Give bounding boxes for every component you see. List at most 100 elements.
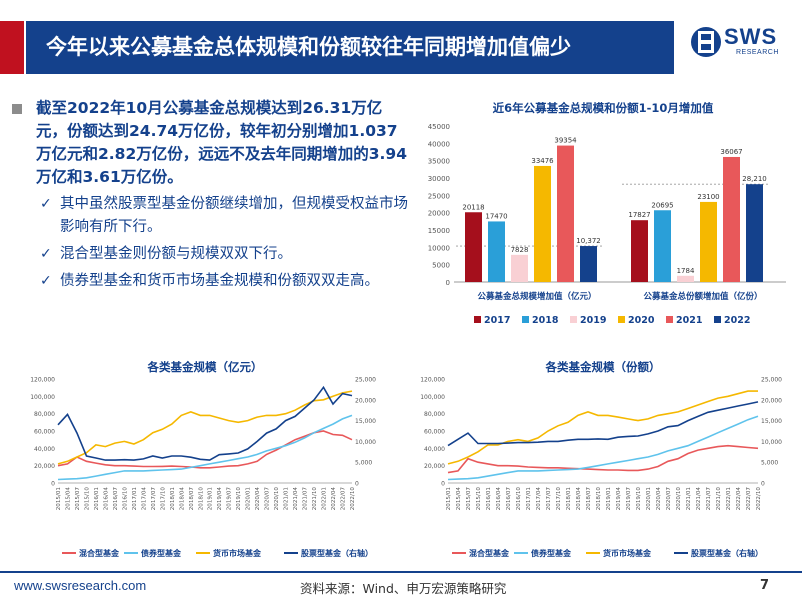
x-tick-label: 2019/07 [227,487,233,511]
legend-label: 2021 [676,315,702,326]
bar-2019 [511,254,528,282]
check-icon: ✓ [40,246,52,262]
page-title: 今年以来公募基金总体规模和份额较往年同期增加值偏少 [46,35,571,59]
bullet-main-text: 截至2022年10月公募基金总规模达到26.31万亿元，份额达到24.74万亿份… [36,99,407,186]
x-tick-label: 2022/10 [350,487,356,511]
x-tick-label: 2021/10 [716,487,722,511]
x-tick-label: 2017/07 [546,487,552,511]
sub-bullet: ✓ 混合型基金则份额与规模双双下行。 [10,243,408,266]
footer-url[interactable]: www.swsresearch.com [14,578,147,593]
x-tick-label: 2016/07 [506,487,512,511]
page-number: 7 [760,578,770,593]
x-tick-label: 2020/04 [255,487,261,511]
sub-bullet: ✓ 其中虽然股票型基金份额继续增加，但规模受权益市场影响有所下行。 [10,193,408,239]
series-line-2 [447,390,758,465]
x-tick-label: 2021/04 [293,487,299,511]
x-tick-label: 2016/10 [516,487,522,511]
bar-2017 [465,212,482,282]
sub-bullet-text: 债券型基金和货币市场基金规模和份额双双走高。 [60,273,379,289]
legend-label: 2019 [580,315,606,326]
x-tick-label: 2015/01 [446,487,452,511]
chart-title: 近6年公募基金总规模和份额1-10月增加值 [493,101,714,115]
title-bar: 今年以来公募基金总体规模和份额较往年同期增加值偏少 SWS RESEARCH [0,0,802,92]
y-tick-label: 20,000 [34,463,55,470]
x-tick-label: 2021/07 [706,487,712,511]
x-tick-label: 2019/10 [636,487,642,511]
x-tick-label: 2017/04 [536,487,542,511]
bar-value-label: 17470 [485,212,507,220]
x-tick-label: 2020/07 [265,487,271,511]
y-tick-label: 100,000 [420,394,445,401]
series-line-3 [57,385,353,461]
x-tick-label: 2019/10 [236,487,242,511]
legend-label: 股票型基金（右轴） [301,548,373,558]
x-tick-label: 2016/10 [122,487,128,511]
x-tick-label: 2018/01 [566,487,572,511]
x-tick-label: 2017/07 [151,487,157,511]
x-tick-label: 2018/04 [179,487,185,511]
y-tick-label: 120,000 [30,377,55,384]
y-tick-label: 80,000 [424,411,445,418]
x-tick-label: 2019/07 [626,487,632,511]
x-tick-label: 2018/10 [596,487,602,511]
x-tick-label: 2019/04 [616,487,622,511]
legend-label: 2017 [484,315,510,326]
bar-value-label: 28,210 [742,175,767,183]
y2-tick-label: 25,000 [355,377,376,384]
x-tick-label: 2022/07 [341,487,347,511]
x-tick-label: 2015/10 [84,487,90,511]
x-tick-label: 2016/04 [103,487,109,511]
x-tick-label: 2015/04 [456,487,462,511]
legend-swatch [570,316,577,323]
bar-2020 [700,201,717,282]
x-tick-label: 2017/01 [132,487,138,511]
y-tick-label: 40000 [428,140,450,148]
title-accent-red [0,21,24,74]
y-tick-label: 30000 [428,175,450,183]
series-line-0 [57,430,353,469]
bar-value-label: 23100 [697,193,719,201]
y-tick-label: 20,000 [424,463,445,470]
legend-swatch [474,316,481,323]
y2-tick-label: 0 [355,481,359,488]
y-tick-label: 15000 [428,227,450,235]
x-tick-label: 2020/10 [274,487,280,511]
y-tick-label: 25000 [428,192,450,200]
x-tick-label: 2020/01 [646,487,652,511]
series-line-0 [447,444,759,474]
y-tick-label: 20000 [428,210,450,218]
y-tick-label: 80,000 [34,411,55,418]
bar-2020 [534,165,551,282]
bar-value-label: 20695 [651,201,673,209]
x-tick-label: 2016/01 [486,487,492,511]
category-label: 公募基金总规模增加值（亿元） [477,291,596,302]
line-chart-scale: 各类基金规模（亿元） 0 20,000 40,000 60,000 80,000 100,0… [30,360,376,558]
y-tick-label: 45000 [428,123,450,131]
chart-title: 各类基金规模（份额） [545,360,661,374]
x-tick-label: 2021/01 [686,487,692,511]
x-tick-label: 2019/04 [217,487,223,511]
y-tick-label: 35000 [428,158,450,166]
x-tick-label: 2018/04 [576,487,582,511]
legend-label: 混合型基金 [469,548,510,558]
y2-tick-label: 5,000 [761,460,778,467]
check-icon: ✓ [40,196,52,212]
x-tick-label: 2018/10 [198,487,204,511]
x-tick-label: 2021/07 [303,487,309,511]
series-line-1 [447,415,759,481]
x-tick-label: 2018/07 [189,487,195,511]
bar-2017 [631,220,648,282]
sws-logo: SWS RESEARCH [688,18,798,68]
x-tick-label: 2015/07 [466,487,472,511]
x-tick-label: 2022/10 [756,487,762,511]
category-label: 公募基金总份额增加值（亿份） [643,291,762,302]
bar-value-label: 36067 [720,148,742,156]
x-tick-label: 2022/04 [331,487,337,511]
bar-2019 [677,275,694,282]
x-tick-label: 2020/01 [246,487,252,511]
legend-swatch [618,316,625,323]
chart-title: 各类基金规模（亿元） [147,360,263,374]
legend-label: 2020 [628,315,655,326]
logo-name: SWS [724,24,778,49]
y2-tick-label: 15,000 [761,418,782,425]
